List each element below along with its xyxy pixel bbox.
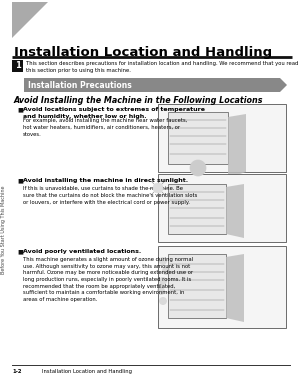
Text: ■: ■ [17, 107, 23, 112]
FancyBboxPatch shape [158, 104, 286, 172]
Text: Avoid locations subject to extremes of temperature
and humidity, whether low or : Avoid locations subject to extremes of t… [23, 107, 205, 119]
Text: This machine generates a slight amount of ozone during normal
use. Although sens: This machine generates a slight amount o… [23, 257, 193, 302]
Text: ■: ■ [17, 249, 23, 254]
Text: If this is unavoidable, use curtains to shade the machine. Be
sure that the curt: If this is unavoidable, use curtains to … [23, 186, 197, 205]
FancyBboxPatch shape [168, 184, 226, 234]
Circle shape [190, 160, 206, 176]
Text: Installation Location and Handling: Installation Location and Handling [42, 369, 132, 374]
FancyBboxPatch shape [168, 112, 228, 164]
FancyBboxPatch shape [168, 254, 226, 318]
FancyBboxPatch shape [158, 174, 286, 242]
Text: Avoid Installing the Machine in the Following Locations: Avoid Installing the Machine in the Foll… [14, 96, 263, 105]
Circle shape [157, 287, 165, 295]
Polygon shape [12, 2, 48, 38]
Text: This section describes precautions for installation location and handling. We re: This section describes precautions for i… [26, 61, 299, 73]
Polygon shape [24, 78, 287, 92]
FancyBboxPatch shape [12, 60, 23, 72]
FancyBboxPatch shape [158, 246, 286, 328]
Text: 1-2: 1-2 [12, 369, 22, 374]
Polygon shape [226, 254, 244, 322]
Text: ■: ■ [17, 178, 23, 183]
Circle shape [159, 257, 167, 265]
Polygon shape [226, 184, 244, 238]
Text: Avoid poorly ventilated locations.: Avoid poorly ventilated locations. [23, 249, 141, 254]
Circle shape [153, 183, 163, 193]
Text: For example, avoid installing the machine near water faucets,
hot water heaters,: For example, avoid installing the machin… [23, 118, 188, 137]
Circle shape [159, 297, 167, 305]
Circle shape [159, 277, 167, 285]
Text: Installation Precautions: Installation Precautions [28, 81, 132, 90]
Circle shape [162, 267, 170, 275]
Text: Installation Location and Handling: Installation Location and Handling [14, 46, 272, 59]
Text: 1: 1 [15, 61, 20, 71]
Text: Avoid installing the machine in direct sunlight.: Avoid installing the machine in direct s… [23, 178, 188, 183]
Polygon shape [228, 114, 246, 178]
Text: Before You Start Using This Machine: Before You Start Using This Machine [2, 186, 7, 274]
